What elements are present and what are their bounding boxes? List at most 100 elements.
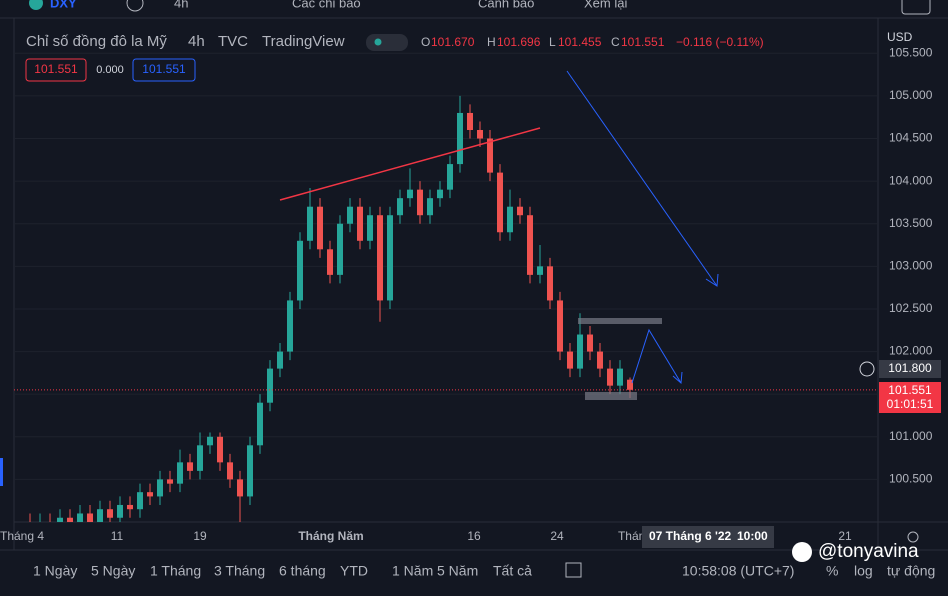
candle-body	[467, 112, 473, 130]
y-tick-label: 105.500	[889, 45, 933, 59]
range-button[interactable]: 1 Tháng	[150, 563, 201, 579]
candle-body	[157, 479, 163, 497]
candle-body	[527, 215, 533, 275]
candle-body	[477, 130, 483, 139]
change: −0.116 (−0.11%)	[676, 35, 764, 49]
c-value: 101.551	[621, 35, 665, 49]
plot	[14, 52, 878, 522]
crosshair-date: 07 Tháng 6 '22	[649, 529, 732, 543]
candle-body	[337, 223, 343, 275]
candle-body	[347, 206, 353, 224]
range-button[interactable]: 6 tháng	[279, 563, 326, 579]
legend-exchange: TVC	[218, 33, 248, 50]
range-button[interactable]: Tất cả	[493, 563, 532, 579]
candle-body	[487, 138, 493, 173]
y-tick-label: 104.500	[889, 131, 933, 145]
candle-body	[57, 517, 63, 522]
status[interactable]	[366, 34, 408, 51]
date-range[interactable]	[565, 562, 582, 578]
h-label: H	[487, 35, 496, 49]
candle-body	[237, 479, 243, 497]
y-tick-label: 102.000	[889, 344, 933, 358]
symbol[interactable]: DXY	[50, 0, 77, 10]
replay[interactable]: Xem lại	[584, 0, 627, 10]
x-tick-label: 21	[838, 529, 852, 543]
alerts[interactable]: Cảnh báo	[478, 0, 534, 10]
candle-body	[457, 112, 463, 165]
currency: USD	[887, 30, 913, 44]
candle-body	[447, 164, 453, 190]
range-button[interactable]: 5 Ngày	[91, 563, 135, 579]
candle-body	[537, 266, 543, 275]
candle-body	[587, 334, 593, 352]
range-button[interactable]: 5 Năm	[437, 563, 478, 579]
x-tick-label: Tháng 4	[0, 529, 44, 543]
candle-body	[567, 351, 573, 369]
candle-body	[147, 492, 153, 497]
candle-body	[507, 206, 513, 233]
candle-body	[267, 368, 273, 403]
arrow	[631, 328, 682, 384]
last-price-label	[879, 382, 941, 413]
range-button[interactable]: 1 Năm	[392, 563, 433, 579]
fb-icon	[792, 542, 812, 562]
arrow	[566, 70, 718, 287]
candle-body	[127, 504, 133, 510]
candle-body	[247, 445, 253, 497]
spread: 0.000	[96, 64, 124, 76]
log[interactable]: log	[854, 563, 873, 579]
y-tick-label: 103.000	[889, 259, 933, 273]
candle-body	[597, 351, 603, 369]
add-alert[interactable]	[859, 361, 875, 377]
candle-body	[327, 249, 333, 275]
symbol-icon	[29, 0, 43, 10]
auto[interactable]: tự động	[887, 563, 935, 579]
candle-body	[557, 300, 563, 352]
candle-body	[77, 513, 83, 522]
crosshair-time	[642, 526, 774, 548]
y-tick-label: 104.000	[889, 173, 933, 187]
candle-body	[137, 492, 143, 510]
h-value: 101.696	[497, 35, 541, 49]
candle-body	[427, 198, 433, 216]
add-symbol[interactable]	[126, 0, 144, 12]
last-price: 101.551	[888, 383, 932, 397]
camera[interactable]	[901, 0, 931, 15]
l-label: L	[549, 35, 556, 49]
status-dot	[374, 38, 382, 46]
watermark: @tonyavina	[818, 541, 919, 562]
candle-body	[517, 206, 523, 216]
candle-body	[577, 334, 583, 369]
buy-button[interactable]	[132, 58, 196, 82]
percent[interactable]: %	[826, 563, 838, 579]
interval[interactable]: 4h	[174, 0, 188, 10]
y-tick-label: 101.000	[889, 429, 933, 443]
indicators[interactable]: Các chỉ báo	[292, 0, 361, 10]
candle-body	[367, 215, 373, 241]
candle-body	[547, 266, 553, 301]
range-button[interactable]: 1 Ngày	[33, 563, 77, 579]
candle-body	[437, 189, 443, 199]
range-button[interactable]: YTD	[340, 563, 368, 579]
l-value: 101.455	[558, 35, 602, 49]
c-label: C	[611, 35, 620, 49]
legend-name: Chỉ số đồng đô la Mỹ	[26, 33, 167, 50]
candle-body	[607, 368, 613, 386]
sell-button[interactable]	[25, 58, 87, 82]
candle-body	[297, 240, 303, 301]
candle-body	[97, 509, 103, 522]
crosshair-label	[879, 360, 941, 378]
candle-body	[407, 189, 413, 199]
settings[interactable]	[907, 531, 919, 543]
zone	[585, 392, 637, 400]
candle-body	[187, 462, 193, 471]
candle-body	[377, 215, 383, 301]
candle-body	[197, 445, 203, 471]
candle-body	[67, 517, 73, 522]
candle-body	[627, 379, 633, 390]
candle-body	[227, 462, 233, 480]
candle-body	[307, 206, 313, 241]
range-button[interactable]: 3 Tháng	[214, 563, 265, 579]
arrow-head	[672, 371, 683, 385]
